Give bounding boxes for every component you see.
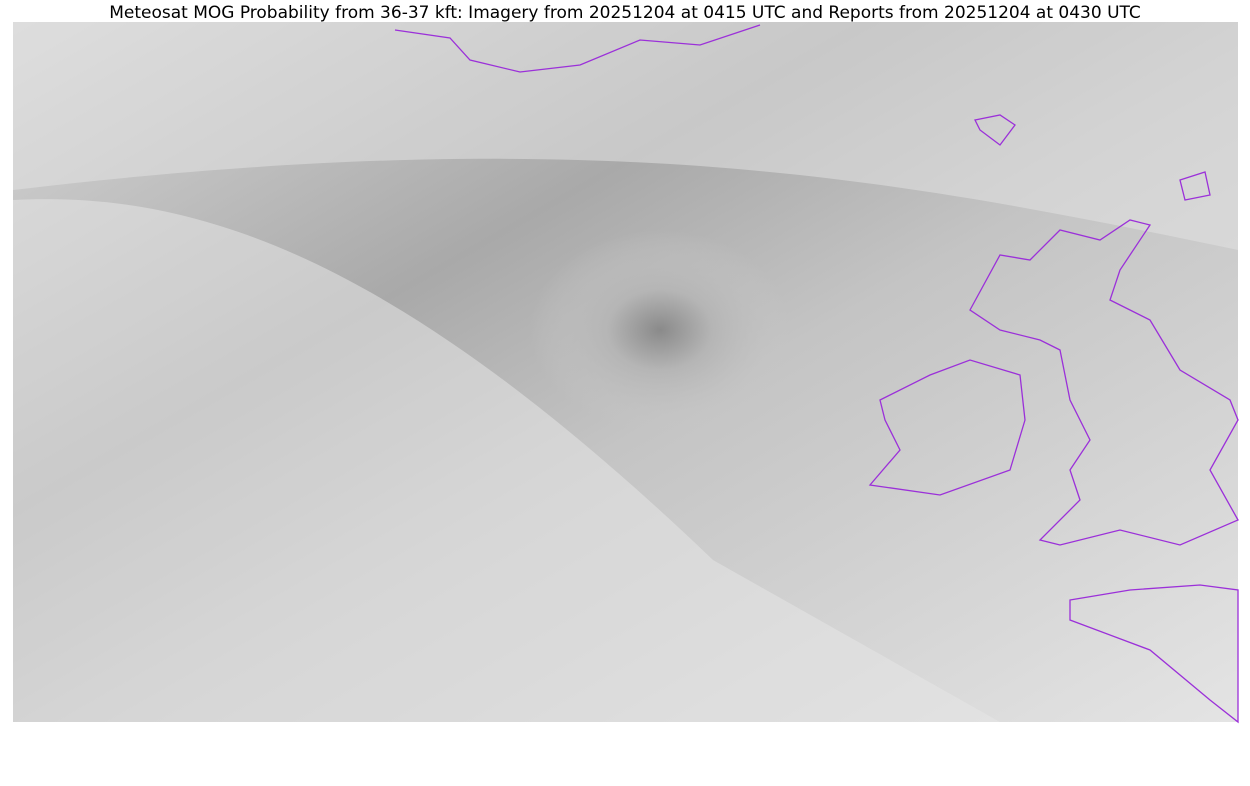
coastlines [394,24,1239,724]
title: Meteosat MOG Probability from 36-37 kft:… [109,3,1141,23]
cyclone [530,230,790,430]
cloud-top [13,22,1238,250]
cloud-band [13,199,1000,722]
